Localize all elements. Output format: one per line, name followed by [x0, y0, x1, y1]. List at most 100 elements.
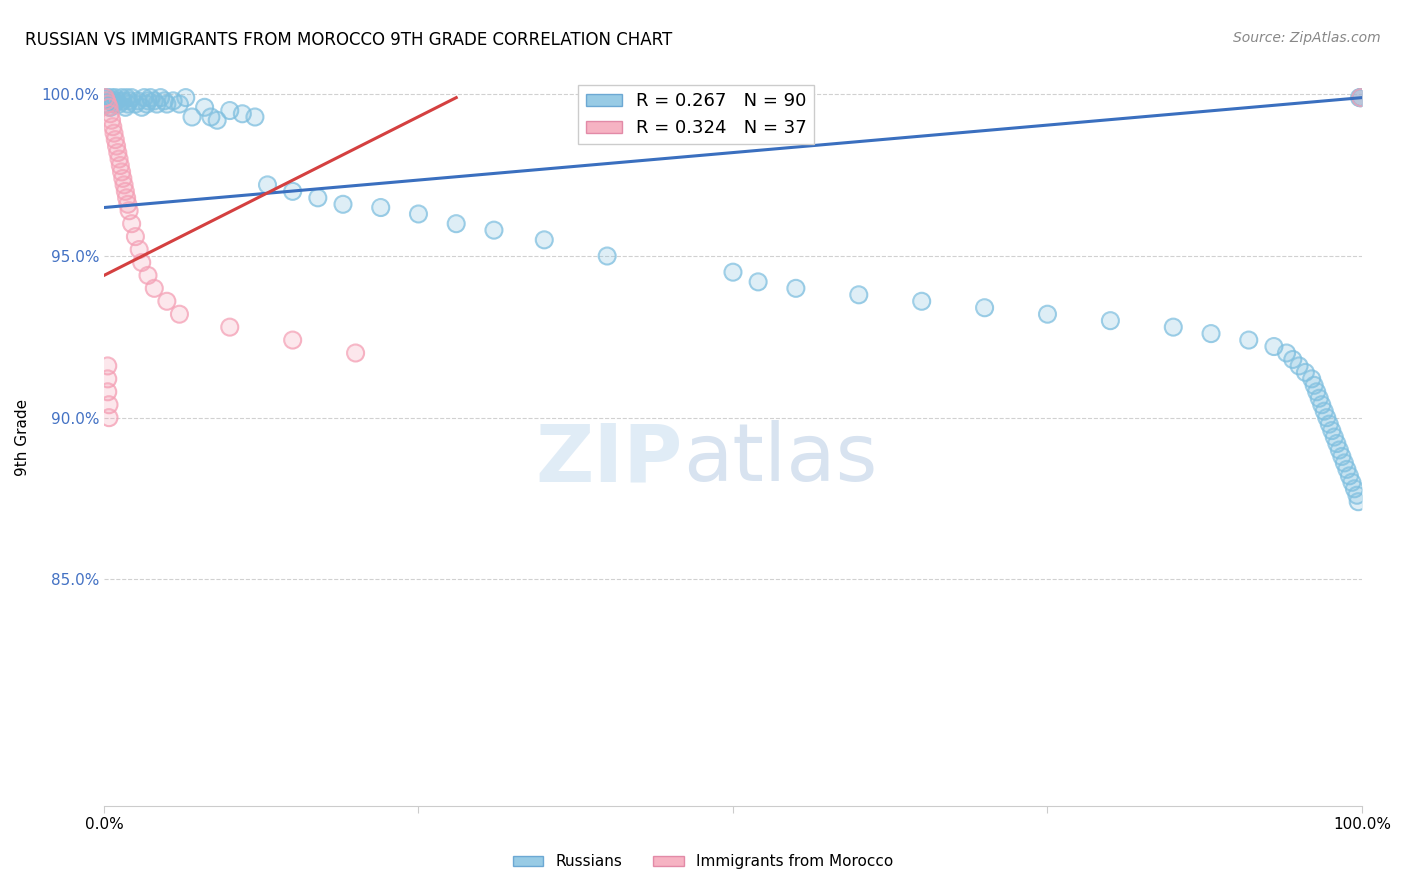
- Point: [156, 97, 179, 112]
- Point: [1281, 352, 1303, 367]
- Point: [97, 359, 120, 373]
- Point: [94, 90, 117, 104]
- Point: [344, 346, 367, 360]
- Point: [115, 90, 138, 104]
- Point: [1161, 320, 1184, 334]
- Point: [114, 100, 136, 114]
- Point: [121, 90, 143, 104]
- Point: [218, 320, 240, 334]
- Point: [1350, 90, 1372, 104]
- Point: [785, 281, 807, 295]
- Point: [110, 165, 132, 179]
- Point: [1320, 424, 1343, 438]
- Point: [128, 243, 150, 257]
- Point: [281, 333, 304, 347]
- Point: [110, 90, 132, 104]
- Point: [134, 90, 156, 104]
- Point: [131, 100, 153, 114]
- Point: [97, 90, 120, 104]
- Point: [96, 97, 118, 112]
- Point: [156, 294, 179, 309]
- Point: [1350, 90, 1372, 104]
- Point: [97, 97, 120, 112]
- Point: [218, 103, 240, 118]
- Point: [101, 120, 124, 134]
- Point: [1036, 307, 1059, 321]
- Point: [104, 133, 127, 147]
- Point: [110, 159, 132, 173]
- Point: [281, 185, 304, 199]
- Point: [121, 90, 143, 104]
- Point: [136, 268, 159, 283]
- Point: [103, 126, 125, 140]
- Text: atlas: atlas: [683, 420, 877, 498]
- Point: [169, 97, 191, 112]
- Point: [100, 113, 122, 128]
- Point: [97, 384, 120, 399]
- Point: [243, 110, 266, 124]
- Point: [94, 90, 117, 104]
- Point: [533, 233, 555, 247]
- Point: [747, 275, 769, 289]
- Point: [115, 191, 138, 205]
- Point: [1036, 307, 1059, 321]
- Point: [231, 107, 253, 121]
- Point: [100, 113, 122, 128]
- Point: [307, 191, 329, 205]
- Point: [1303, 378, 1326, 392]
- Point: [98, 410, 121, 425]
- Point: [848, 288, 870, 302]
- Point: [1237, 333, 1260, 347]
- Point: [97, 384, 120, 399]
- Point: [101, 94, 124, 108]
- Point: [1199, 326, 1222, 341]
- Point: [1339, 468, 1361, 483]
- Point: [1326, 436, 1348, 450]
- Point: [115, 191, 138, 205]
- Point: [153, 94, 176, 108]
- Point: [149, 90, 172, 104]
- Point: [107, 145, 129, 160]
- Point: [1301, 372, 1323, 386]
- Point: [1099, 314, 1122, 328]
- Point: [174, 90, 197, 104]
- Point: [98, 398, 121, 412]
- Point: [98, 398, 121, 412]
- Point: [104, 90, 127, 104]
- Point: [848, 288, 870, 302]
- Point: [911, 294, 934, 309]
- Point: [153, 94, 176, 108]
- Point: [146, 97, 169, 112]
- Point: [111, 94, 134, 108]
- Point: [110, 90, 132, 104]
- Point: [721, 265, 744, 279]
- Point: [128, 243, 150, 257]
- Point: [181, 110, 204, 124]
- Point: [1350, 90, 1372, 104]
- Point: [118, 94, 141, 108]
- Point: [785, 281, 807, 295]
- Point: [97, 359, 120, 373]
- Point: [143, 281, 166, 295]
- Point: [281, 185, 304, 199]
- Point: [1281, 352, 1303, 367]
- Point: [98, 94, 121, 108]
- Point: [1275, 346, 1298, 360]
- Point: [136, 268, 159, 283]
- Point: [108, 97, 131, 112]
- Point: [103, 97, 125, 112]
- Point: [118, 203, 141, 218]
- Point: [146, 97, 169, 112]
- Point: [1263, 339, 1285, 353]
- Text: RUSSIAN VS IMMIGRANTS FROM MOROCCO 9TH GRADE CORRELATION CHART: RUSSIAN VS IMMIGRANTS FROM MOROCCO 9TH G…: [25, 31, 672, 49]
- Point: [111, 94, 134, 108]
- Point: [1294, 365, 1316, 379]
- Point: [124, 97, 146, 112]
- Point: [97, 372, 120, 386]
- Point: [136, 94, 159, 108]
- Point: [1350, 90, 1372, 104]
- Point: [1161, 320, 1184, 334]
- Point: [1326, 436, 1348, 450]
- Text: Source: ZipAtlas.com: Source: ZipAtlas.com: [1233, 31, 1381, 45]
- Point: [135, 97, 157, 112]
